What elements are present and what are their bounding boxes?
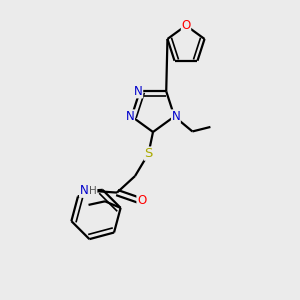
Text: O: O <box>137 194 146 207</box>
Text: O: O <box>182 19 190 32</box>
Text: N: N <box>80 184 88 197</box>
Text: N: N <box>172 110 180 123</box>
Text: S: S <box>144 147 153 160</box>
Text: H: H <box>89 185 97 196</box>
Text: N: N <box>134 85 142 98</box>
Text: N: N <box>126 110 134 123</box>
